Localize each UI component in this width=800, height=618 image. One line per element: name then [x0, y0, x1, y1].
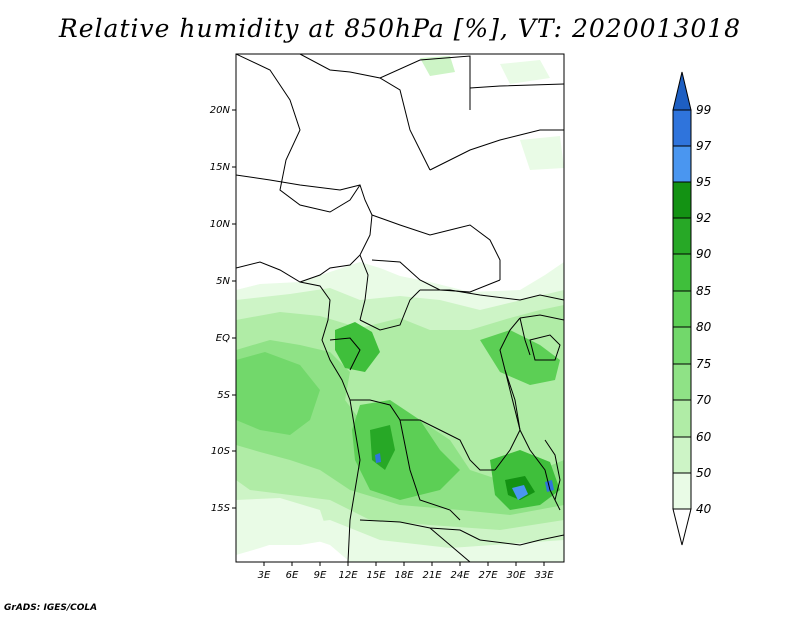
shade-95 [512, 485, 528, 500]
colorbar-bottom-triangle [672, 508, 692, 546]
footer-credit: GrADS: IGES/COLA [4, 603, 98, 613]
colorbar: 99 97 95 92 90 85 80 75 70 60 50 40 [672, 71, 712, 546]
country-borders [236, 54, 564, 562]
colorbar-label-50: 50 [696, 466, 712, 480]
lon-label-27e: 27E [478, 570, 498, 581]
border-north-1 [236, 54, 361, 213]
colorbar-swatch-85 [672, 253, 692, 292]
border-uganda [519, 317, 531, 356]
shade-north-3 [520, 136, 564, 170]
shade-southwest [236, 498, 330, 545]
chart-title: Relative humidity at 850hPa [%], VT: 202… [58, 14, 742, 43]
border-malawi [544, 439, 561, 501]
lon-label-6e: 6E [286, 570, 299, 581]
colorbar-label-97: 97 [696, 139, 712, 153]
border-tanzania [519, 314, 564, 321]
colorbar-label-95: 95 [696, 175, 711, 189]
lat-label-20n: 20N [210, 105, 231, 116]
colorbar-swatch-40 [672, 472, 692, 510]
border-drc-east [494, 317, 521, 471]
lon-label-9e: 9E [314, 570, 327, 581]
border-angola-zambia [399, 419, 461, 521]
lat-label-10s: 10S [211, 446, 231, 457]
border-coast-west [236, 261, 361, 562]
colorbar-label-85: 85 [696, 284, 711, 298]
lon-label-15e: 15E [366, 570, 386, 581]
colorbar-swatch-60 [672, 399, 692, 438]
colorbar-label-70: 70 [696, 393, 712, 407]
shade-75 [236, 352, 320, 435]
lon-label-33e: 33E [534, 570, 554, 581]
colorbar-label-60: 60 [696, 430, 712, 444]
lon-axis: 3E 6E 9E 12E 15E 18E 21E 24E 27E 30E 33E [258, 562, 554, 581]
shade-north-1 [420, 56, 455, 76]
colorbar-label-99: 99 [696, 103, 711, 117]
map-frame [235, 53, 565, 563]
colorbar-swatch-80 [672, 290, 692, 328]
border-cameroon [359, 254, 369, 321]
border-angola-drc [350, 399, 495, 471]
border-north-3 [379, 55, 471, 110]
border-lake-tanganyika [504, 369, 521, 431]
colorbar-swatch-90 [672, 217, 692, 255]
colorbar-swatch-75 [672, 326, 692, 365]
border-car-south [371, 259, 501, 293]
colorbar-label-80: 80 [696, 320, 712, 334]
border-zambia-east [519, 429, 561, 511]
lon-label-21e: 21E [422, 570, 442, 581]
border-botswana [429, 527, 471, 562]
lat-axis: 20N 15N 10N 5N EQ 5S 10S 15S [210, 105, 236, 514]
colorbar-swatch-97 [672, 109, 692, 147]
lat-label-10n: 10N [210, 219, 231, 230]
colorbar-swatch-50 [672, 436, 692, 474]
colorbar-label-92: 92 [696, 211, 711, 225]
border-congo-drc [359, 289, 421, 331]
colorbar-swatch-95 [672, 145, 692, 183]
border-drc-north [420, 289, 564, 301]
colorbar-label-90: 90 [696, 247, 712, 261]
colorbar-swatch-70 [672, 363, 692, 401]
border-north-4 [469, 83, 564, 89]
lon-label-3e: 3E [258, 570, 271, 581]
border-gabon [329, 337, 361, 371]
lon-label-30e: 30E [506, 570, 526, 581]
shade-north-2 [500, 60, 550, 84]
border-south [479, 534, 564, 546]
border-chad-car [371, 214, 501, 280]
border-north-2 [299, 54, 431, 171]
lon-label-18e: 18E [394, 570, 414, 581]
border-lake-victoria [529, 334, 561, 361]
shade-80b [480, 330, 560, 385]
lat-label-15s: 15S [211, 503, 231, 514]
lat-label-5n: 5N [216, 276, 230, 287]
lat-label-5s: 5S [217, 390, 230, 401]
colorbar-swatch-92 [672, 181, 692, 219]
border-chad-sudan [429, 129, 564, 171]
shade-97 [375, 453, 381, 463]
colorbar-label-40: 40 [696, 502, 712, 516]
lon-label-24e: 24E [450, 570, 470, 581]
lat-label-15n: 15N [210, 162, 231, 173]
lon-label-12e: 12E [338, 570, 358, 581]
colorbar-top-triangle [672, 71, 692, 111]
lat-label-eq: EQ [216, 333, 230, 344]
colorbar-label-75: 75 [696, 357, 711, 371]
